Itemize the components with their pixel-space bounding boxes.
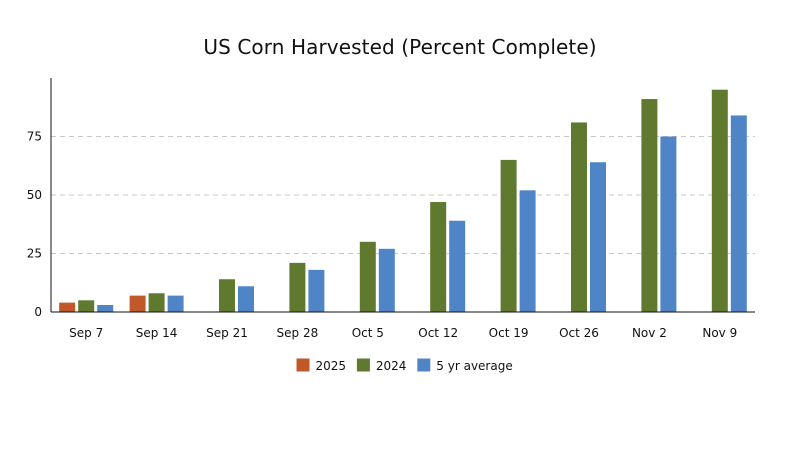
legend-label-5-yr-average: 5 yr average [436,359,512,373]
x-tick-label-sep-7: Sep 7 [69,326,103,340]
x-tick-labels: Sep 7 Sep 14 Sep 21 Sep 28 Oct 5 Oct 12 Oct 19… [69,326,737,340]
y-tick-label-0: 0 [34,305,42,319]
y-tick-labels: 0 25 50 75 [27,130,42,320]
bar-2024-oct-5 [359,241,376,312]
grid-lines [51,136,755,254]
x-tick-label-sep-28: Sep 28 [277,326,319,340]
bar-5-yr-average-sep-7 [97,304,114,312]
x-tick-label-nov-2: Nov 2 [632,326,667,340]
legend-swatch-2024 [356,358,370,372]
bar-2024-sep-14 [148,293,165,312]
chart-title: US Corn Harvested (Percent Complete) [203,35,597,59]
y-tick-label-25: 25 [27,247,42,261]
bar-5-yr-average-oct-5 [378,248,395,312]
bar-2024-oct-19 [500,159,517,312]
y-tick-label-75: 75 [27,130,42,144]
bar-2025-sep-14 [129,295,146,312]
bar-2024-nov-2 [641,99,658,312]
bar-5-yr-average-oct-12 [449,220,466,312]
legend-swatch-5-yr-average [417,358,431,372]
bar-2024-oct-12 [430,202,447,312]
bar-2024-sep-21 [219,279,235,312]
bar-2024-nov-9 [711,89,728,312]
x-tick-label-oct-26: Oct 26 [559,326,599,340]
legend-swatch-2025 [296,358,310,372]
y-tick-label-50: 50 [27,188,42,202]
legend-label-2025: 2025 [316,359,347,373]
bar-5-yr-average-sep-14 [167,295,184,312]
x-tick-label-oct-19: Oct 19 [489,326,529,340]
bar-5-yr-average-nov-2 [660,136,677,312]
bar-2024-sep-28 [289,262,306,312]
bar-5-yr-average-sep-21 [238,286,254,312]
bar-2024-sep-7 [78,300,95,312]
bar-2025-sep-7 [59,302,76,312]
bar-5-yr-average-oct-26 [590,162,606,312]
bar-5-yr-average-nov-9 [730,115,747,312]
legend: 2025 2024 5 yr average [296,358,513,373]
bar-2024-oct-26 [571,122,587,313]
bar-5-yr-average-sep-28 [308,269,325,312]
x-tick-label-oct-5: Oct 5 [352,326,384,340]
x-tick-label-sep-14: Sep 14 [136,326,178,340]
legend-label-2024: 2024 [376,359,407,373]
x-tick-label-nov-9: Nov 9 [702,326,737,340]
axes [50,78,755,313]
x-tick-label-sep-21: Sep 21 [206,326,248,340]
bar-5-yr-average-oct-19 [519,190,536,312]
bars [59,89,747,313]
x-tick-label-oct-12: Oct 12 [418,326,458,340]
